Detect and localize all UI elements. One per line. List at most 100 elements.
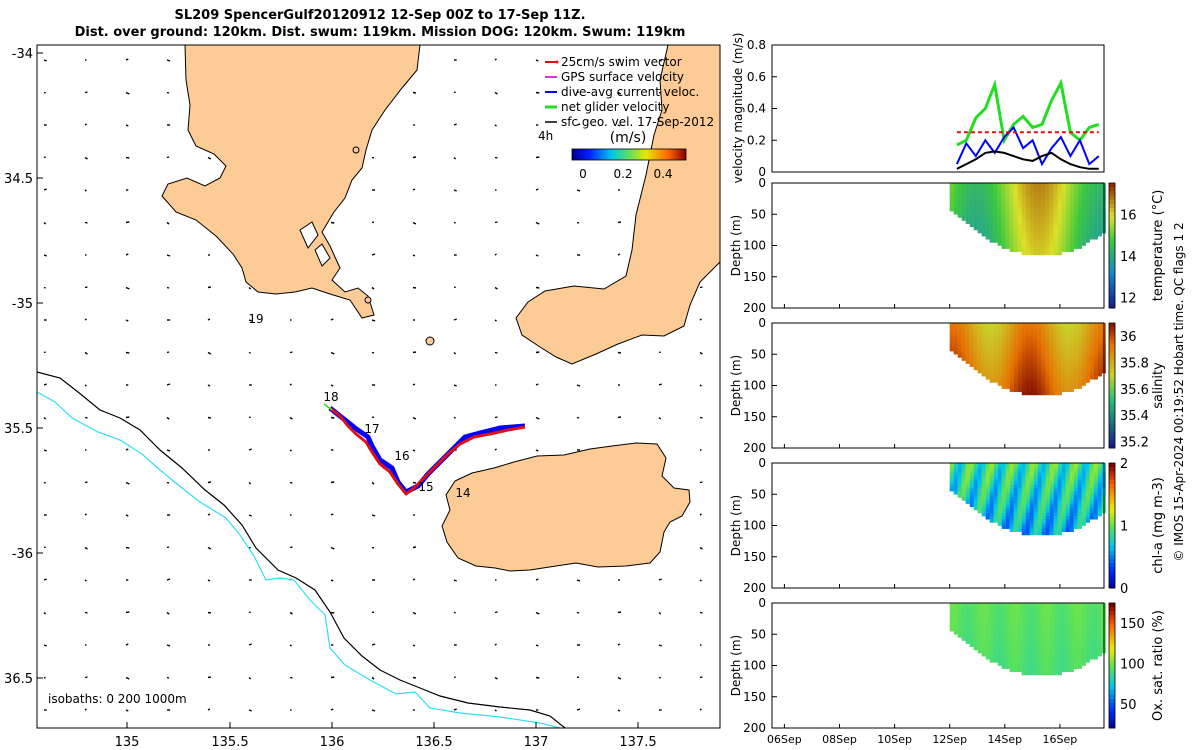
- profile-data-cell: [1017, 373, 1022, 377]
- profile-data-cell: [997, 366, 1002, 371]
- profile-data-cell: [957, 198, 962, 203]
- profile-data-cell: [997, 503, 1002, 508]
- colorbar-segment: [1109, 253, 1115, 259]
- profile-data-cell: [1045, 357, 1050, 361]
- profile-data-cell: [1057, 618, 1062, 623]
- profile-data-cell: [969, 326, 974, 330]
- current-vector: [248, 643, 252, 646]
- profile-data-cell: [997, 628, 1002, 632]
- profile-data-cell: [1069, 516, 1074, 520]
- profile-data-cell: [961, 628, 966, 632]
- profile-data-cell: [969, 631, 974, 635]
- profile-data-cell: [1077, 351, 1082, 355]
- profile-data-cell: [1069, 214, 1074, 218]
- profile-data-cell: [969, 201, 974, 206]
- profile-data-cell: [1001, 192, 1006, 196]
- profile-data-cell: [1013, 226, 1018, 231]
- profile-data-cell: [1045, 500, 1050, 504]
- profile-data-cell: [1049, 609, 1054, 613]
- profile-data-cell: [1049, 656, 1054, 660]
- profile-data-cell: [1041, 208, 1046, 212]
- profile-data-cell: [1037, 646, 1042, 651]
- profile-data-cell: [1049, 612, 1054, 616]
- profile-data-cell: [981, 606, 986, 610]
- profile-data-cell: [1053, 186, 1058, 190]
- profile-data-cell: [989, 198, 994, 203]
- profile-data-cell: [1097, 323, 1102, 327]
- profile-data-cell: [1077, 348, 1082, 352]
- current-vector: [43, 449, 47, 452]
- current-vector: [84, 481, 88, 484]
- profile-data-cell: [1017, 214, 1022, 218]
- profile-data-cell: [1001, 475, 1006, 479]
- profile-data-cell: [1017, 369, 1022, 374]
- profile-data-cell: [1069, 631, 1074, 635]
- profile-data-cell: [1017, 329, 1022, 333]
- profile-data-cell: [977, 223, 982, 228]
- profile-data-cell: [1013, 500, 1018, 504]
- colorbar-segment: [1109, 550, 1115, 556]
- profile-data-cell: [1057, 466, 1062, 470]
- profile-data-cell: [1017, 525, 1022, 529]
- profile-data-cell: [949, 475, 954, 479]
- profile-data-cell: [1093, 516, 1098, 520]
- profile-data-cell: [961, 484, 966, 489]
- profile-data-cell: [1017, 615, 1022, 619]
- profile-data-cell: [1001, 211, 1006, 215]
- profile-data-cell: [1049, 236, 1054, 240]
- profile-data-cell: [1061, 509, 1066, 514]
- profile-data-cell: [1025, 506, 1030, 511]
- current-vector: [617, 58, 621, 61]
- profile-data-cell: [1061, 665, 1066, 669]
- profile-data-cell: [1017, 217, 1022, 221]
- profile-data-cell: [1021, 323, 1026, 327]
- colorbar-segment: [1109, 389, 1115, 395]
- profile-data-cell: [981, 621, 986, 626]
- profile-data-cell: [997, 615, 1002, 619]
- profile-data-cell: [1033, 628, 1038, 632]
- profile-data-cell: [1061, 475, 1066, 479]
- profile-data-cell: [1045, 376, 1050, 380]
- profile-data-cell: [1089, 329, 1094, 333]
- profile-data-cell: [1009, 201, 1014, 206]
- profile-data-cell: [1009, 469, 1014, 473]
- profile-data-cell: [961, 198, 966, 203]
- profile-data-cell: [1017, 497, 1022, 501]
- velocity-y-tick-label: 0.8: [747, 38, 766, 52]
- profile-data-cell: [985, 466, 990, 470]
- profile-data-cell: [977, 484, 982, 489]
- profile-data-cell: [993, 338, 998, 343]
- velocity-y-tick-label: 0.4: [747, 102, 766, 116]
- profile-data-cell: [949, 338, 954, 343]
- profile-data-cell: [1069, 618, 1074, 623]
- profile-data-cell: [1021, 513, 1026, 517]
- profile-data-cell: [1053, 189, 1058, 193]
- profile-data-cell: [1073, 659, 1078, 663]
- profile-data-cell: [1057, 192, 1062, 196]
- yorke-peninsula-land: [161, 45, 421, 319]
- profile-data-cell: [1021, 509, 1026, 514]
- profile-data-cell: [1097, 214, 1102, 218]
- colorbar-segment: [1109, 579, 1115, 585]
- profile-y-tick-label: 100: [743, 659, 766, 673]
- profile-data-cell: [1065, 506, 1070, 511]
- profile-data-cell: [989, 351, 994, 355]
- profile-data-cell: [1013, 665, 1018, 669]
- profile-data-cell: [1097, 192, 1102, 196]
- profile-data-cell: [1097, 497, 1102, 501]
- profile-data-cell: [957, 606, 962, 610]
- profile-data-cell: [1073, 609, 1078, 613]
- profile-data-cell: [1073, 475, 1078, 479]
- current-vector: [371, 253, 376, 256]
- profile-data-cell: [1049, 226, 1054, 231]
- profile-data-cell: [1077, 338, 1082, 343]
- profile-data-cell: [973, 351, 978, 355]
- current-vector: [699, 384, 702, 387]
- profile-data-cell: [1069, 354, 1074, 358]
- profile-data-cell: [953, 472, 958, 476]
- profile-data-cell: [989, 606, 994, 610]
- current-vector: [535, 611, 540, 615]
- profile-data-cell: [1065, 186, 1070, 190]
- profile-data-cell: [1005, 618, 1010, 623]
- profile-data-cell: [1041, 195, 1046, 199]
